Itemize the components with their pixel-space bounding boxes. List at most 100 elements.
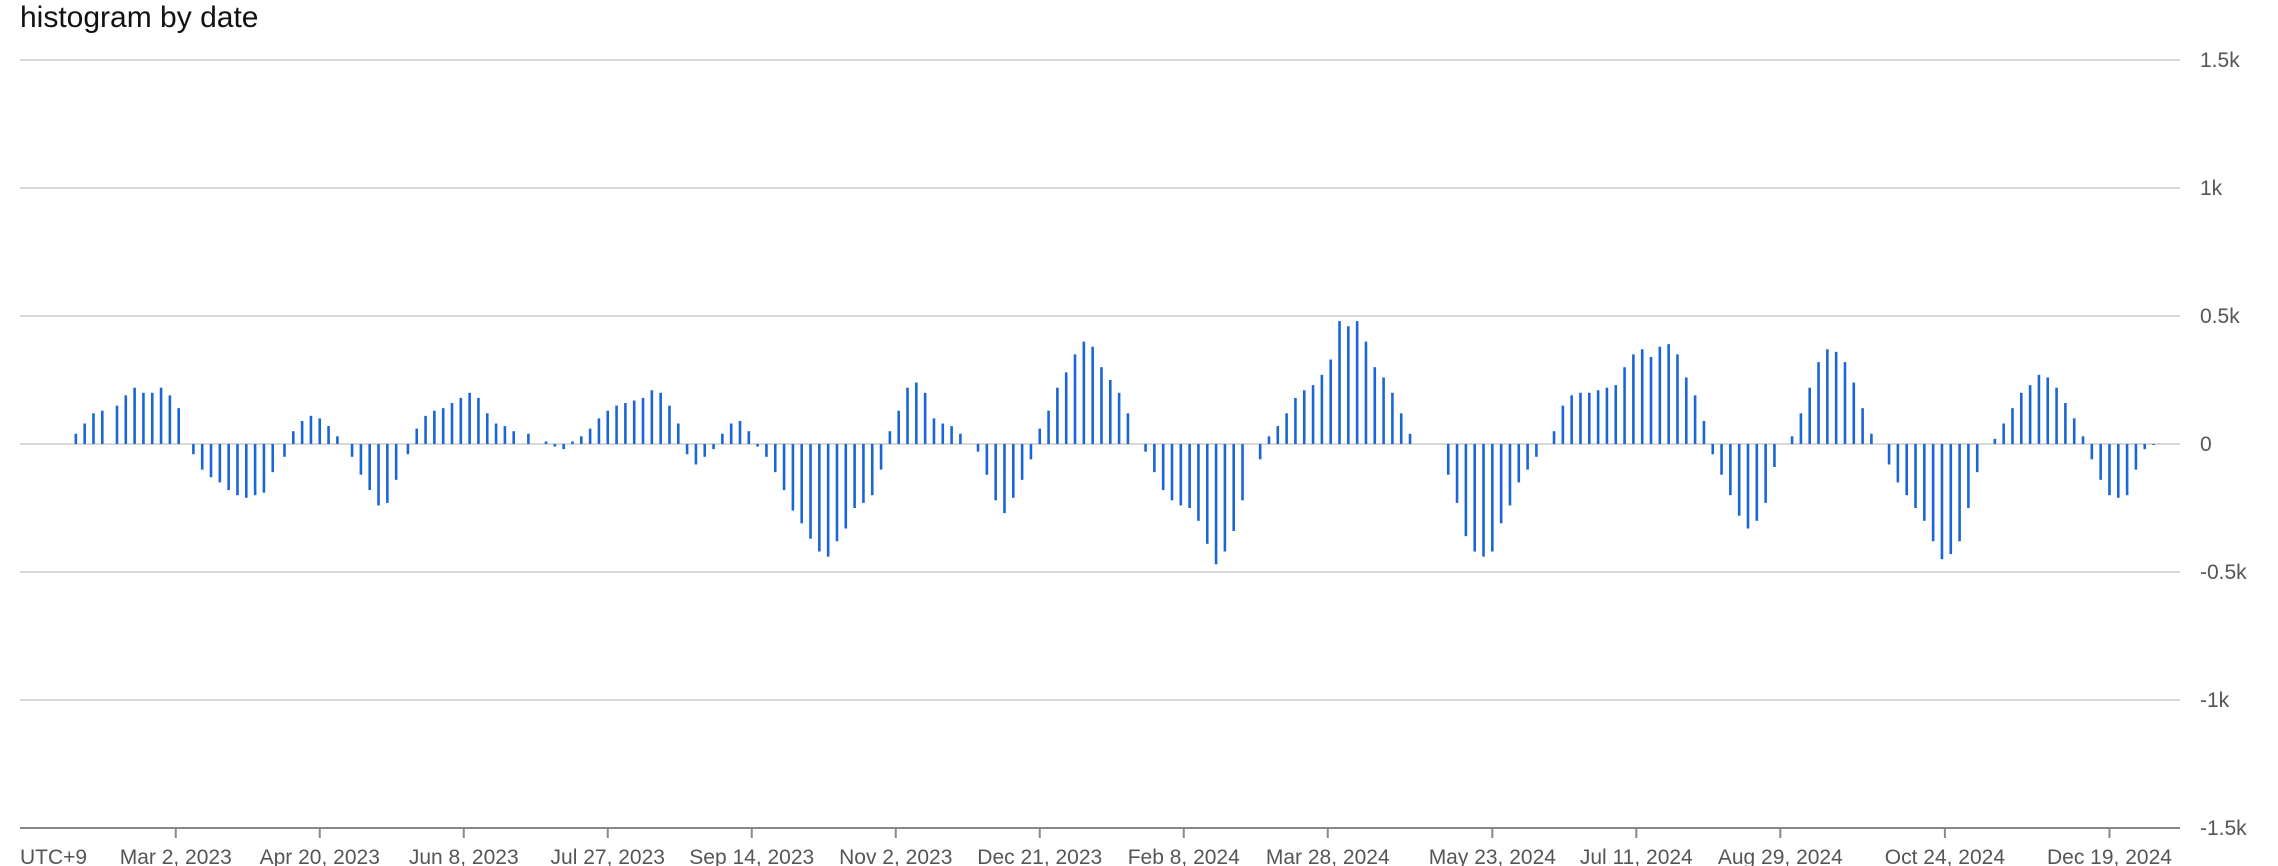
histogram-bar	[1232, 444, 1236, 532]
histogram-bar	[1038, 428, 1042, 444]
histogram-bar	[1605, 387, 1609, 444]
histogram-bar	[1649, 356, 1653, 444]
y-tick-label: -1k	[2200, 689, 2230, 712]
histogram-bar	[571, 441, 574, 444]
histogram-bar	[615, 405, 618, 444]
histogram-bar	[441, 408, 445, 444]
histogram-bar	[1241, 444, 1244, 501]
histogram-bar	[1311, 385, 1315, 444]
histogram-bar	[2028, 385, 2032, 444]
histogram-bar	[1197, 444, 1200, 521]
histogram-bar	[1473, 444, 1476, 552]
histogram-bar	[1446, 444, 1450, 475]
histogram-bar	[959, 433, 962, 444]
histogram-bar	[1285, 413, 1288, 444]
histogram-bar	[1517, 444, 1521, 483]
histogram-bar	[1100, 367, 1103, 444]
histogram-bar	[2011, 408, 2014, 444]
histogram-bar	[976, 444, 980, 452]
histogram-bar	[512, 431, 516, 444]
histogram-bar	[1790, 436, 1794, 444]
histogram-bar	[782, 444, 786, 491]
histogram-bar	[1914, 444, 1917, 508]
histogram-bar	[800, 444, 804, 524]
x-tick-label: Jun 8, 2023	[409, 846, 519, 866]
x-tick-label: Dec 19, 2024	[2047, 846, 2172, 866]
histogram-bar	[1179, 444, 1183, 506]
histogram-bar	[1702, 420, 1706, 444]
histogram-bar	[1931, 444, 1935, 542]
histogram-bar	[1746, 444, 1750, 529]
histogram-bar	[271, 444, 275, 473]
histogram-bar	[562, 444, 565, 450]
histogram-bar	[1676, 354, 1679, 444]
histogram-bar	[1464, 444, 1468, 537]
histogram-bar	[433, 410, 436, 444]
histogram-bar	[1552, 431, 1556, 444]
histogram-bar	[2090, 444, 2094, 460]
histogram-bar	[853, 444, 856, 508]
histogram-bar	[1482, 444, 1485, 557]
histogram-bar	[406, 444, 410, 455]
histogram-bar	[721, 433, 724, 444]
histogram-bar	[218, 444, 222, 483]
y-tick-label: 0	[2200, 433, 2212, 456]
histogram-bar	[394, 444, 398, 480]
histogram-bar	[92, 413, 95, 444]
histogram-bar	[1693, 395, 1697, 444]
histogram-bar	[1108, 380, 1112, 444]
histogram-bar	[1029, 444, 1033, 460]
histogram-bar	[1144, 444, 1147, 452]
histogram-bar	[597, 418, 601, 444]
histogram-bar	[1799, 413, 1803, 444]
histogram-bar	[2134, 444, 2138, 470]
histogram-bar	[1861, 408, 1864, 444]
histogram-bar	[915, 382, 918, 444]
histogram-bar	[1082, 341, 1086, 444]
histogram-bar	[906, 387, 909, 444]
histogram-bar	[897, 410, 900, 444]
histogram-bar	[415, 428, 419, 444]
x-tick-label: Dec 21, 2023	[977, 846, 1102, 866]
histogram-bar	[1320, 374, 1324, 444]
x-tick-label: Mar 28, 2024	[1266, 846, 1390, 866]
histogram-bar	[1826, 349, 1829, 444]
histogram-bar	[1091, 346, 1094, 444]
histogram-bar	[624, 403, 627, 444]
histogram-bar	[494, 423, 498, 444]
histogram-bar	[1684, 377, 1688, 444]
histogram-bar	[377, 444, 380, 506]
histogram-bar	[2072, 418, 2076, 444]
histogram-bar	[888, 431, 892, 444]
histogram-bar	[1737, 444, 1741, 516]
histogram-bar	[124, 395, 128, 444]
x-tick-label: Feb 8, 2024	[1128, 846, 1240, 866]
histogram-bar	[368, 444, 372, 491]
histogram-bar	[1764, 444, 1767, 503]
histogram-bar	[2002, 423, 2005, 444]
histogram-bar	[1923, 444, 1926, 521]
histogram-bar	[1355, 321, 1359, 444]
histogram-bar	[2020, 392, 2023, 444]
histogram-bar	[1329, 359, 1332, 444]
histogram-bar	[2152, 444, 2155, 445]
histogram-bar	[747, 431, 751, 444]
histogram-bar	[468, 392, 471, 444]
histogram-bar	[1258, 444, 1262, 460]
y-tick-label: 0.5k	[2200, 305, 2240, 328]
histogram-bar	[1153, 444, 1156, 473]
histogram-bar	[1012, 444, 1015, 498]
histogram-bar	[236, 444, 239, 496]
histogram-bar	[694, 444, 698, 465]
histogram-bar	[1399, 413, 1403, 444]
histogram-bar	[826, 444, 830, 557]
histogram-bar	[2125, 444, 2129, 496]
histogram-bar	[2055, 387, 2058, 444]
histogram-bar	[1267, 436, 1271, 444]
histogram-bar	[1364, 341, 1368, 444]
histogram-bar	[227, 444, 230, 491]
histogram-bar	[1993, 438, 1997, 444]
histogram-bar	[142, 392, 145, 444]
histogram-bar	[985, 444, 989, 475]
